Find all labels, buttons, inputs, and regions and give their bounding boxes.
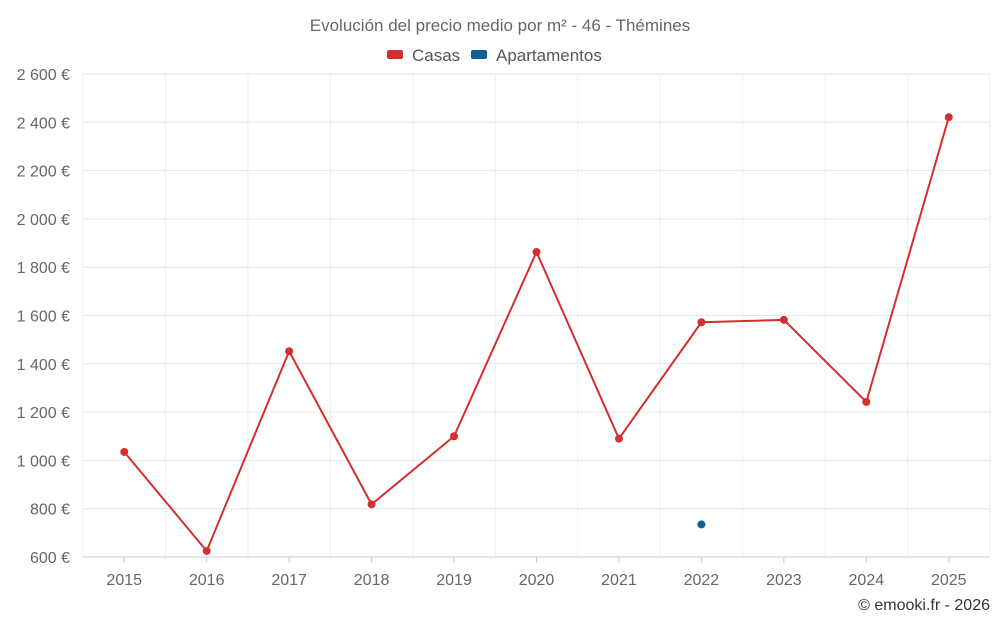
x-tick-label: 2024 bbox=[849, 572, 885, 589]
x-tick-label: 2019 bbox=[436, 572, 472, 589]
plot-area bbox=[120, 113, 953, 555]
legend: Casas Apartamentos bbox=[387, 46, 602, 65]
legend-item-apartamentos[interactable]: Apartamentos bbox=[471, 46, 602, 65]
data-point-casas[interactable] bbox=[697, 318, 706, 327]
x-tick-label: 2018 bbox=[354, 572, 390, 589]
data-point-casas[interactable] bbox=[367, 500, 376, 509]
data-point-casas[interactable] bbox=[944, 113, 953, 122]
x-tick-label: 2020 bbox=[519, 572, 555, 589]
x-tick-label: 2021 bbox=[601, 572, 637, 589]
y-tick-label: 1 000 € bbox=[17, 453, 70, 470]
y-tick-label: 2 600 € bbox=[17, 67, 70, 84]
y-tick-label: 800 € bbox=[30, 502, 70, 519]
chart-title: Evolución del precio medio por m² - 46 -… bbox=[310, 16, 690, 35]
y-tick-label: 1 800 € bbox=[17, 260, 70, 277]
y-tick-label: 1 400 € bbox=[17, 357, 70, 374]
data-point-casas[interactable] bbox=[532, 247, 541, 256]
y-tick-label: 1 200 € bbox=[17, 405, 70, 422]
data-point-casas[interactable] bbox=[614, 434, 623, 443]
credit-text: © emooki.fr - 2026 bbox=[858, 597, 990, 614]
legend-swatch-apartamentos bbox=[471, 50, 487, 59]
data-point-casas[interactable] bbox=[450, 432, 459, 441]
y-tick-label: 2 400 € bbox=[17, 115, 70, 132]
y-tick-label: 600 € bbox=[30, 550, 70, 567]
data-point-casas[interactable] bbox=[202, 546, 211, 555]
data-point-casas[interactable] bbox=[862, 397, 871, 406]
x-tick-label: 2025 bbox=[931, 572, 967, 589]
x-tick-label: 2016 bbox=[189, 572, 225, 589]
x-tick-label: 2015 bbox=[106, 572, 142, 589]
x-tick-label: 2022 bbox=[684, 572, 720, 589]
legend-swatch-casas bbox=[387, 50, 403, 59]
data-point-casas[interactable] bbox=[120, 447, 129, 456]
grid bbox=[82, 73, 991, 558]
y-tick-label: 2 000 € bbox=[17, 212, 70, 229]
y-axis: 600 € 800 € 1 000 € 1 200 € 1 400 € 1 600 € 1 … bbox=[17, 67, 70, 567]
x-axis: 2015 2016 2017 2018 2019 2020 2021 2022 2023 2024… bbox=[83, 556, 990, 589]
data-point-apartamentos[interactable] bbox=[697, 520, 706, 529]
x-tick-label: 2017 bbox=[271, 572, 307, 589]
y-tick-label: 1 600 € bbox=[17, 309, 70, 326]
data-point-casas[interactable] bbox=[779, 315, 788, 324]
x-tick-label: 2023 bbox=[766, 572, 802, 589]
y-tick-label: 2 200 € bbox=[17, 164, 70, 181]
legend-label-casas: Casas bbox=[412, 46, 460, 65]
data-point-casas[interactable] bbox=[285, 347, 294, 356]
legend-label-apartamentos: Apartamentos bbox=[496, 46, 602, 65]
legend-item-casas[interactable]: Casas bbox=[387, 46, 460, 65]
